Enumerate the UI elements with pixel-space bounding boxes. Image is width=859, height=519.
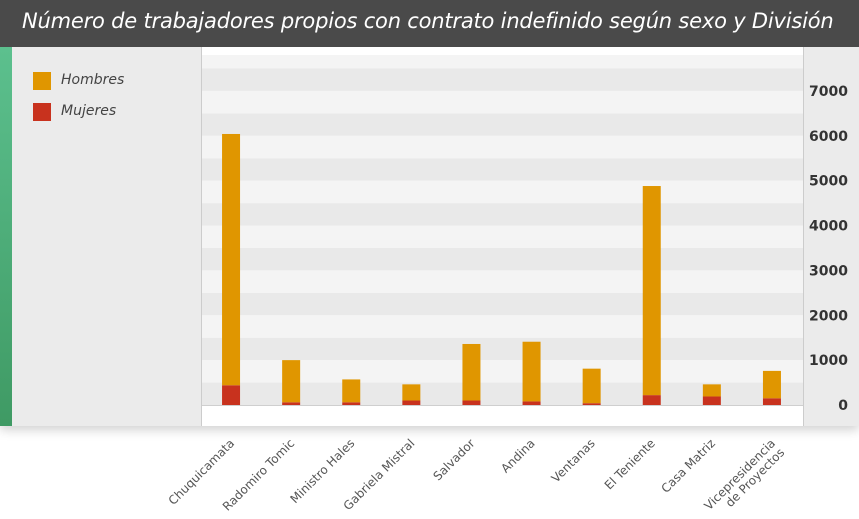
legend-swatch-hombres — [33, 72, 51, 90]
bar-hombres — [342, 379, 361, 403]
grid-band — [202, 270, 803, 293]
bar-hombres — [522, 341, 541, 402]
x-tick-label: Ventanas — [549, 436, 598, 485]
y-tick-label: 5000 — [809, 174, 848, 190]
grid-band — [202, 90, 803, 114]
legend-label-hombres: Hombres — [61, 72, 125, 88]
grid-band — [202, 158, 803, 181]
grid-band — [202, 113, 803, 136]
grid-band — [202, 135, 803, 159]
bar-mujeres — [222, 385, 241, 405]
grid-band — [202, 180, 803, 204]
title-bar: Número de trabajadores propios con contr… — [0, 0, 859, 47]
y-tick-label: 6000 — [809, 129, 848, 145]
bar-mujeres — [402, 400, 421, 405]
bar-mujeres — [582, 403, 601, 405]
bar-hombres — [282, 360, 301, 403]
y-tick-label: 7000 — [809, 84, 848, 100]
grid-band — [202, 315, 803, 338]
y-tick-label: 2000 — [809, 308, 848, 324]
y-tick-label: 3000 — [809, 263, 848, 279]
grid-band — [202, 247, 803, 271]
bar-hombres — [462, 343, 481, 401]
grid-band — [202, 337, 803, 361]
bar-hombres — [642, 186, 661, 396]
legend-swatch-mujeres — [33, 103, 51, 121]
grid-band — [202, 292, 803, 316]
legend: Hombres Mujeres — [12, 47, 201, 426]
bar-hombres — [762, 370, 781, 399]
bar-hombres — [222, 133, 241, 386]
grid-band — [202, 55, 803, 69]
bar-mujeres — [702, 396, 721, 405]
grid-band — [202, 68, 803, 91]
x-tick-label: Andina — [498, 436, 537, 475]
y-axis-panel — [804, 47, 859, 426]
legend-label-mujeres: Mujeres — [61, 103, 117, 119]
bar-hombres — [702, 384, 721, 397]
bar-mujeres — [462, 400, 481, 405]
y-tick-label: 4000 — [809, 219, 848, 235]
grid-band — [202, 203, 803, 226]
x-tick-label: Salvador — [430, 436, 477, 483]
accent-strip — [0, 47, 12, 426]
y-tick-label: 0 — [838, 398, 848, 414]
bar-hombres — [582, 368, 601, 404]
bar-hombres — [402, 384, 421, 401]
y-tick-label: 1000 — [809, 353, 848, 369]
bar-mujeres — [282, 402, 301, 405]
bar-mujeres — [342, 402, 361, 405]
bar-mujeres — [522, 401, 541, 405]
x-tick-label: El Teniente — [602, 436, 658, 492]
chart-title: Número de trabajadores propios con contr… — [22, 9, 834, 33]
grid-band — [202, 225, 803, 248]
bar-mujeres — [762, 398, 781, 405]
x-tick-label: Casa Matriz — [658, 436, 717, 495]
bar-mujeres — [642, 395, 661, 405]
